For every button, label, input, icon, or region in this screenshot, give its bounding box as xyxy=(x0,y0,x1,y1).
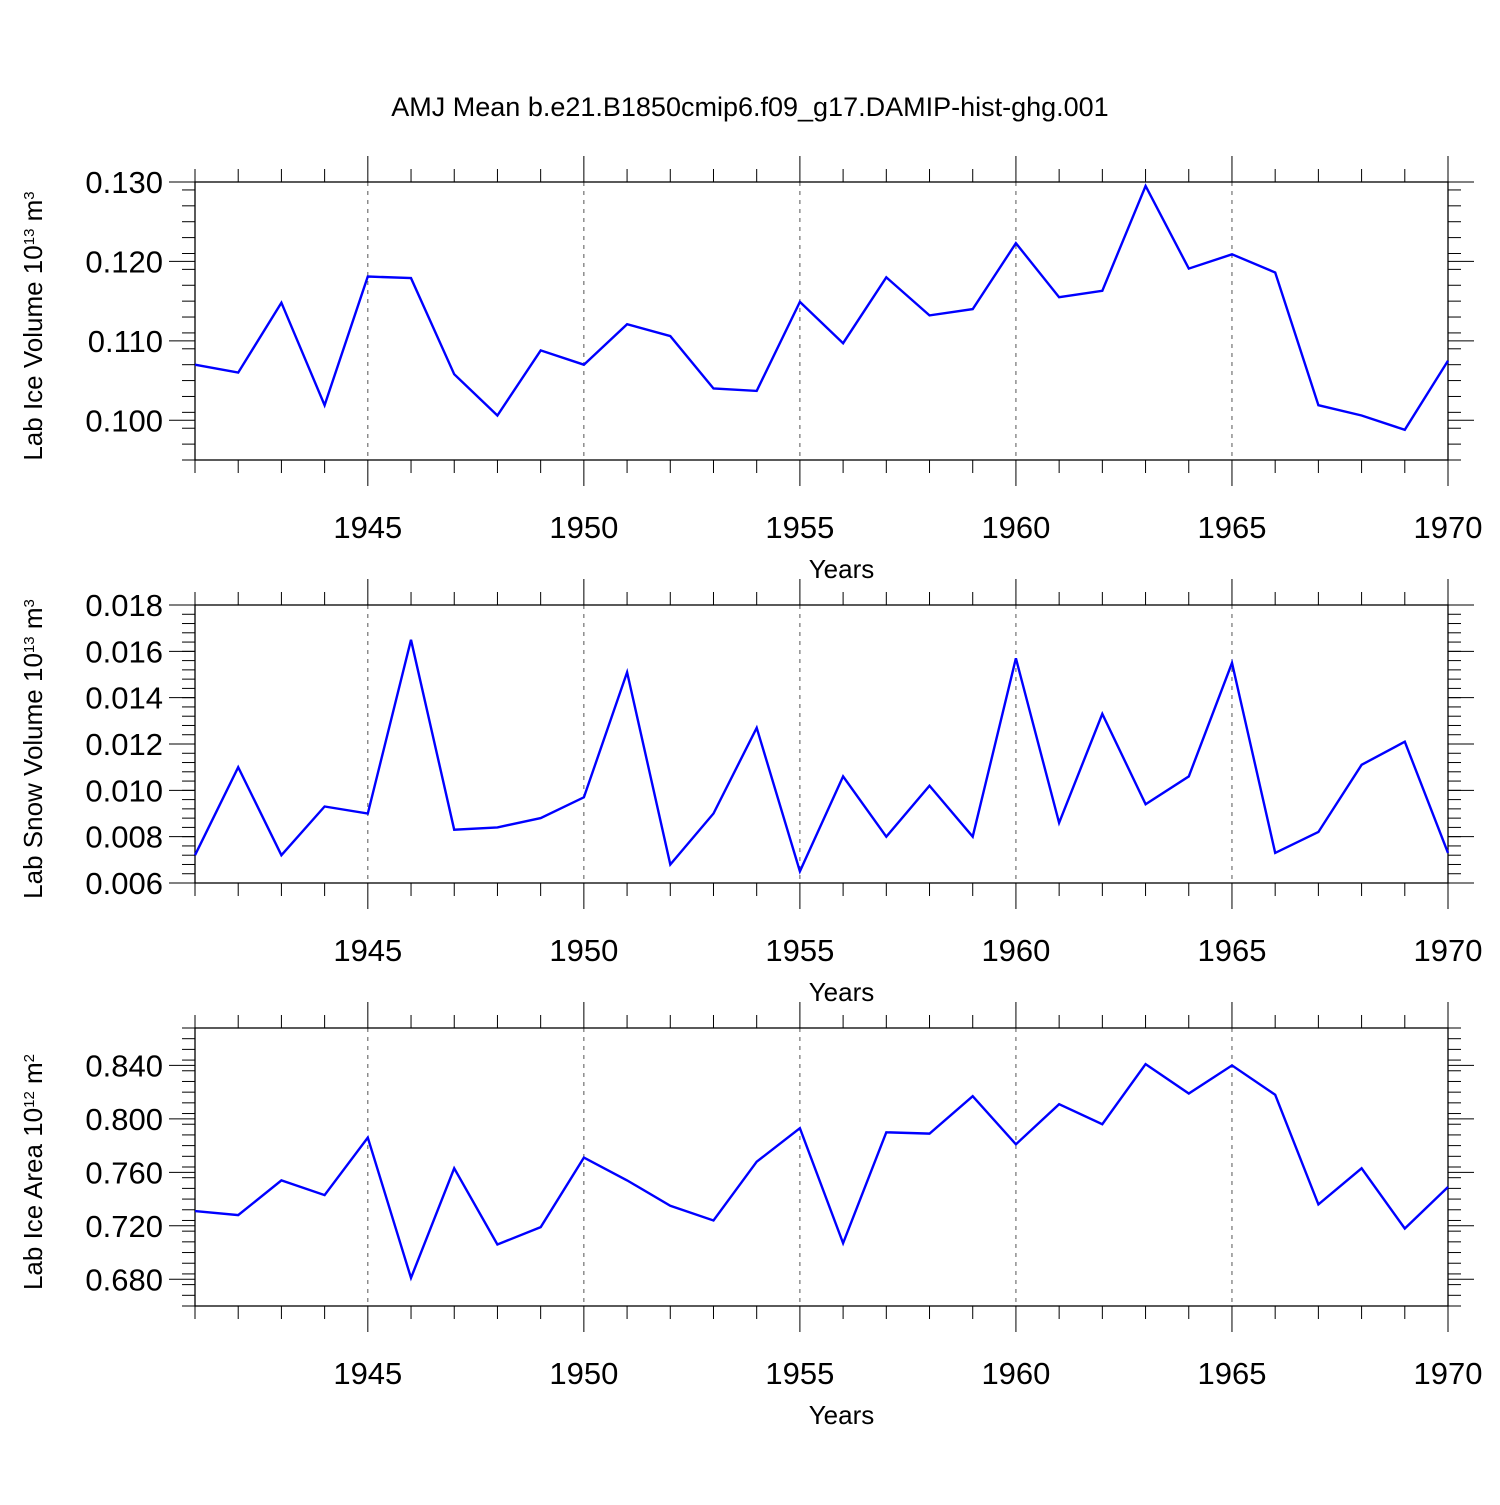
x-tick-label: 1970 xyxy=(1414,510,1483,545)
x-tick-label: 1965 xyxy=(1197,1356,1266,1391)
figure-title: AMJ Mean b.e21.B1850cmip6.f09_g17.DAMIP-… xyxy=(0,92,1500,123)
y-tick-label: 0.800 xyxy=(85,1102,163,1137)
y-tick-label: 0.120 xyxy=(85,244,163,279)
x-tick-label: 1970 xyxy=(1414,933,1483,968)
series-line xyxy=(195,640,1448,872)
x-tick-label: 1955 xyxy=(765,510,834,545)
y-axis-title: Lab Ice Area 1012 m2 xyxy=(18,1054,48,1290)
y-tick-label: 0.008 xyxy=(85,820,163,855)
series-line xyxy=(195,1064,1448,1278)
x-tick-label: 1965 xyxy=(1197,933,1266,968)
y-tick-label: 0.012 xyxy=(85,727,163,762)
series-line xyxy=(195,186,1448,430)
y-tick-label: 0.680 xyxy=(85,1262,163,1297)
x-tick-label: 1945 xyxy=(333,933,402,968)
y-tick-label: 0.760 xyxy=(85,1155,163,1190)
y-tick-label: 0.720 xyxy=(85,1209,163,1244)
chart-panel-2: 0.006 0.008 0.010 0.012 0.014 0.016 0.018 1945 1… xyxy=(18,579,1482,1007)
chart-panel-1: 0.100 0.110 0.120 0.130 1945 1950 1955 1960 1965… xyxy=(18,156,1482,584)
x-tick-label: 1950 xyxy=(549,933,618,968)
x-axis-title: Years xyxy=(809,977,875,1007)
x-axis-title: Years xyxy=(809,1400,875,1430)
y-tick-label: 0.100 xyxy=(85,403,163,438)
plot-frame xyxy=(195,605,1448,883)
x-tick-label: 1960 xyxy=(981,933,1050,968)
y-tick-label: 0.110 xyxy=(88,324,163,359)
x-tick-label: 1960 xyxy=(981,1356,1050,1391)
plot-frame xyxy=(195,1028,1448,1306)
x-tick-label: 1950 xyxy=(549,510,618,545)
x-tick-label: 1945 xyxy=(333,510,402,545)
x-tick-label: 1945 xyxy=(333,1356,402,1391)
y-tick-label: 0.014 xyxy=(85,681,163,716)
x-tick-label: 1970 xyxy=(1414,1356,1483,1391)
x-tick-label: 1950 xyxy=(549,1356,618,1391)
y-tick-label: 0.010 xyxy=(85,773,163,808)
y-tick-label: 0.016 xyxy=(85,634,163,669)
y-axis-title: Lab Snow Volume 1013 m3 xyxy=(18,599,48,899)
x-tick-label: 1955 xyxy=(765,1356,834,1391)
y-tick-label: 0.840 xyxy=(85,1048,163,1083)
x-axis-title: Years xyxy=(809,554,875,584)
x-tick-label: 1960 xyxy=(981,510,1050,545)
chart-panel-3: 0.680 0.720 0.760 0.800 0.840 1945 1950 1955 196… xyxy=(18,1002,1482,1430)
x-tick-label: 1955 xyxy=(765,933,834,968)
x-tick-label: 1965 xyxy=(1197,510,1266,545)
y-tick-label: 0.130 xyxy=(85,165,163,200)
y-tick-label: 0.018 xyxy=(85,588,163,623)
y-axis-title: Lab Ice Volume 1013 m3 xyxy=(18,191,48,460)
y-tick-label: 0.006 xyxy=(85,866,163,901)
